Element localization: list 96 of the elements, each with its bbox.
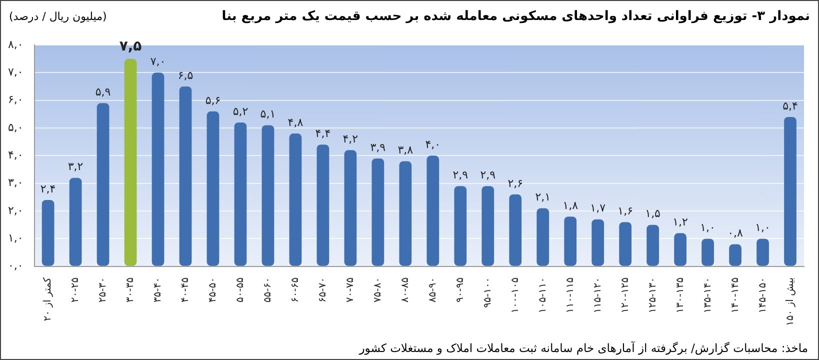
bar <box>179 86 192 266</box>
x-tick-label: ۹۰-۹۵ <box>454 277 466 302</box>
x-tick-label: ۴۰-۴۵ <box>180 277 192 302</box>
x-tick-label: ۲۵-۳۰ <box>98 277 109 302</box>
data-label: ۳,۲ <box>68 160 84 174</box>
bar <box>316 144 330 266</box>
data-label: ۲,۴ <box>40 182 56 196</box>
chart-title: نمودار ۳- توزیع فراوانی تعداد واحدهای مسکونی معامله شده بر حسب قیمت یک متر مربع بنا <box>222 8 810 24</box>
data-label: ۷,۰ <box>150 55 166 68</box>
x-tick-label: ۸۵-۹۰ <box>427 277 438 302</box>
data-label: ۱,۵ <box>645 207 661 220</box>
bar <box>729 244 742 266</box>
bar <box>674 233 686 266</box>
bar <box>124 58 137 266</box>
x-tick-label: ۵۵-۶۰ <box>262 277 274 302</box>
data-label: ۳,۹ <box>370 140 386 154</box>
bar <box>42 200 54 266</box>
data-label: ۰,۸ <box>728 226 744 240</box>
bar <box>756 238 769 266</box>
x-tick-label: ۱۰۰-۱۰۵ <box>510 277 521 314</box>
data-label: ۳,۸ <box>398 144 414 157</box>
data-label: ۴,۰ <box>425 138 441 152</box>
x-tick-label: ۱۳۰-۱۳۵ <box>674 277 686 314</box>
y-tick-label: ۱,۰ <box>8 232 24 245</box>
data-label: ۴,۲ <box>342 132 358 146</box>
data-label: ۱,۷ <box>590 202 606 215</box>
y-tick-label: ۸,۰ <box>8 38 24 51</box>
data-label: ۷,۵ <box>119 38 142 54</box>
x-tick-label: ۱۲۵-۱۳۰ <box>647 277 658 314</box>
x-tick-label: بیش از ۱۵۰ <box>784 277 796 326</box>
bar <box>234 122 247 266</box>
data-label: ۵,۶ <box>205 94 221 107</box>
y-tick-label: ۴,۰ <box>8 148 24 162</box>
data-label: ۵,۹ <box>95 85 111 98</box>
bar <box>96 103 110 266</box>
x-tick-label: ۵۰-۵۵ <box>235 277 246 302</box>
bar <box>426 156 440 266</box>
x-tick-label: کمتر از ۲۰ <box>42 277 54 322</box>
data-label: ۵,۲ <box>232 104 248 118</box>
x-tick-label: ۹۵-۱۰۰ <box>482 277 494 308</box>
x-tick-label: ۳۵-۴۰ <box>152 277 164 302</box>
bar <box>702 238 714 266</box>
text: ماخذ: محاسبات گزارش/ برگرفته از آمارهای خام سامانه ثبت معاملات املاک و مستغلات کشور <box>359 341 808 355</box>
bar <box>509 194 522 266</box>
bar <box>262 125 274 266</box>
y-tick-label: ۵,۰ <box>8 120 24 134</box>
bar <box>482 186 494 266</box>
data-label: ۲,۹ <box>452 168 468 182</box>
x-tick-label: ۱۱۰-۱۱۵ <box>564 277 576 314</box>
bar <box>372 158 384 266</box>
bar <box>646 224 659 266</box>
x-tick-label: ۱۲۰-۱۲۵ <box>620 277 631 314</box>
y-tick-label: ۷,۰ <box>8 66 24 79</box>
data-label: ۵,۱ <box>260 108 276 121</box>
x-tick-label: ۸۰-۸۵ <box>400 277 412 302</box>
x-tick-label: ۱۳۵-۱۴۰ <box>702 277 714 314</box>
x-tick-label: ۷۵-۸۰ <box>372 277 384 302</box>
bar <box>69 178 82 266</box>
bar <box>399 161 412 266</box>
x-tick-label: ۴۵-۵۰ <box>208 277 219 302</box>
x-tick-label: ۱۰۵-۱۱۰ <box>537 277 548 314</box>
data-label: ۴,۴ <box>315 126 331 140</box>
data-label: ۲,۹ <box>480 168 496 182</box>
data-label: ۲,۶ <box>508 176 524 190</box>
data-label: ۱,۰ <box>700 221 716 234</box>
y-tick-label: ۲,۰ <box>8 204 24 217</box>
x-tick-label: ۶۰-۶۵ <box>290 277 302 302</box>
data-label: ۱,۰ <box>755 221 770 234</box>
bar <box>592 219 604 266</box>
bar <box>784 116 796 266</box>
y-axis-title: (میلیون ریال / درصد) <box>9 10 107 22</box>
bar <box>564 216 577 266</box>
bar <box>344 150 357 266</box>
bar <box>206 111 220 266</box>
x-tick-label: ۱۱۵-۱۲۰ <box>592 277 604 314</box>
data-label: ۱,۸ <box>562 198 578 212</box>
x-tick-label: ۷۰-۷۵ <box>345 277 356 302</box>
bar <box>289 134 302 266</box>
data-label: ۵,۴ <box>782 99 798 112</box>
y-tick-label: ۳,۰ <box>8 176 24 190</box>
bar <box>152 72 164 266</box>
bar <box>454 186 467 266</box>
bar <box>536 208 550 266</box>
x-tick-label: ۶۵-۷۰ <box>318 277 329 302</box>
data-label: ۶,۵ <box>178 68 194 82</box>
x-tick-label: ۱۴۵-۱۵۰ <box>757 277 768 314</box>
y-tick-label: ۰,۰ <box>8 259 24 272</box>
data-label: ۲,۱ <box>535 190 551 204</box>
x-tick-label: ۱۴۰-۱۴۵ <box>730 277 741 314</box>
data-label: ۱,۶ <box>618 204 633 218</box>
bar <box>619 222 632 266</box>
x-tick-label: ۳۰-۳۵ <box>125 277 136 302</box>
data-label: ۱,۲ <box>672 216 688 229</box>
x-tick-label: ۲۰-۲۵ <box>70 277 82 302</box>
data-label: ۴,۸ <box>288 116 304 129</box>
y-tick-label: ۶,۰ <box>8 93 24 106</box>
